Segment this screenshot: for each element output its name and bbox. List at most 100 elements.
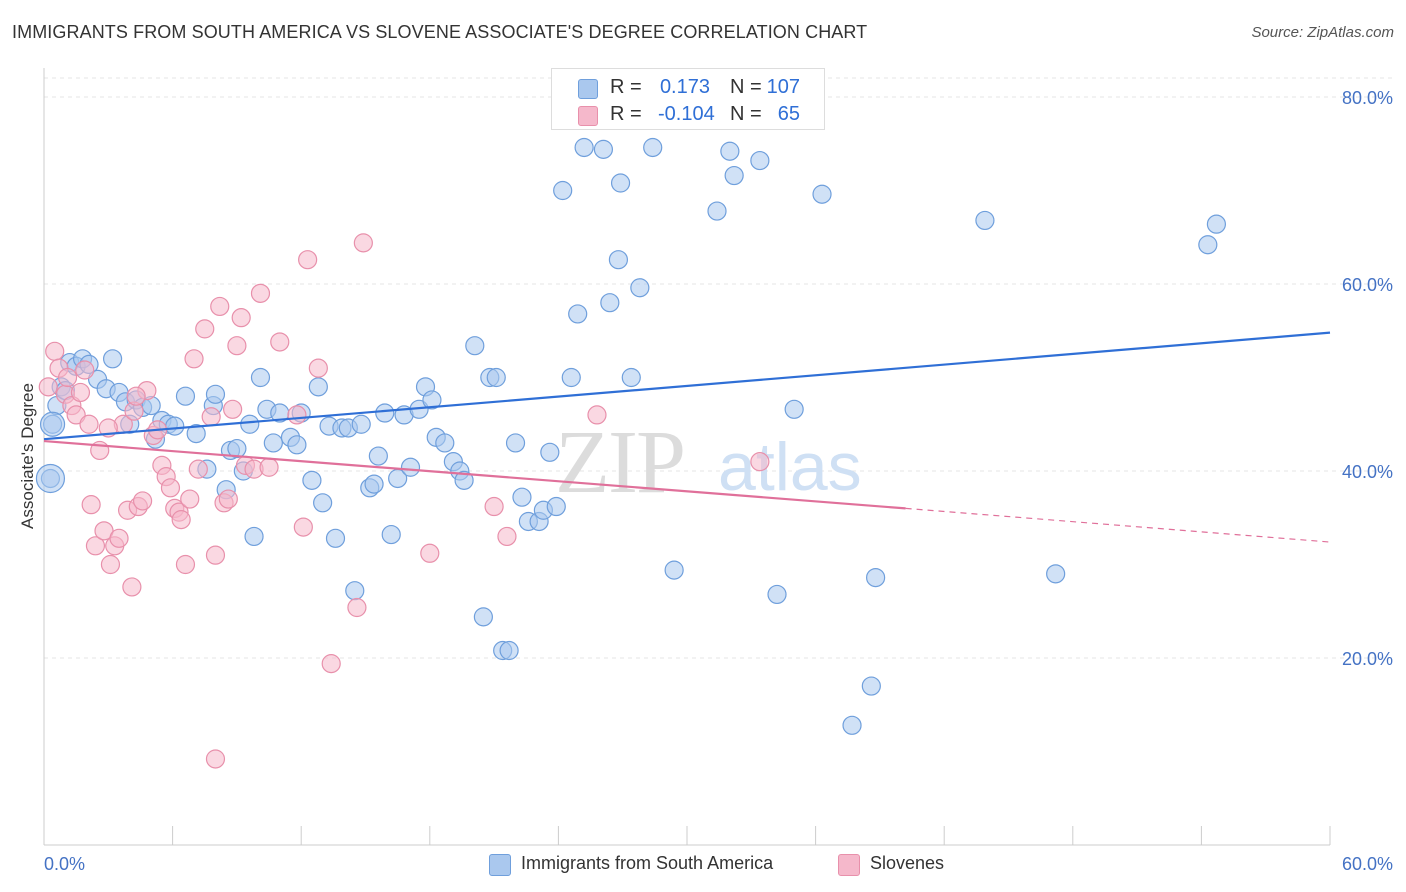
pink-data-point	[81, 495, 101, 515]
blue-data-point	[553, 180, 573, 201]
blue-data-point	[302, 470, 322, 490]
blue-data-point	[812, 184, 832, 204]
blue-data-point	[630, 278, 650, 298]
blue-data-point	[39, 411, 66, 437]
blue-data-point	[308, 377, 328, 397]
blue-data-point	[546, 496, 566, 517]
pink-data-point	[201, 407, 221, 427]
blue-data-point	[313, 493, 333, 513]
x-tick-label: 0.0%	[44, 854, 85, 874]
pink-data-point	[287, 405, 307, 425]
pink-data-point	[38, 377, 58, 397]
blue-data-point	[287, 435, 307, 455]
pink-data-point	[298, 250, 318, 270]
n-label: N =	[730, 76, 762, 98]
blue-data-point	[664, 560, 684, 580]
blue-data-point	[250, 367, 271, 388]
pink-data-point	[750, 452, 770, 472]
blue-data-point	[351, 414, 371, 434]
blue-data-point	[784, 399, 804, 419]
pink-data-point	[270, 332, 290, 352]
pink-data-point	[587, 405, 607, 425]
stats-row-blue: R = 0.173 N = 107	[552, 73, 824, 101]
blue-data-point	[364, 474, 384, 494]
pink-data-point	[79, 414, 99, 434]
pink-data-point	[218, 489, 238, 509]
blue-data-point	[186, 424, 206, 444]
blue-data-point	[842, 715, 862, 735]
blue-swatch	[489, 854, 511, 876]
blue-data-point	[593, 139, 614, 159]
blue-data-point	[750, 150, 770, 171]
blue-data-point	[35, 463, 66, 494]
blue-data-point	[724, 165, 744, 186]
blue-data-point	[643, 137, 663, 158]
pink-swatch	[578, 106, 598, 126]
pink-data-point	[180, 489, 200, 509]
watermark-zip: ZIP	[555, 413, 684, 512]
blue-data-point	[505, 433, 526, 453]
pink-data-point	[250, 283, 271, 303]
pink-data-point	[484, 496, 504, 517]
blue-swatch	[578, 79, 598, 99]
legend-label: Immigrants from South America	[521, 853, 774, 873]
r-value: -0.104	[658, 103, 715, 125]
blue-data-point	[720, 141, 740, 161]
y-tick-label: 80.0%	[1342, 88, 1393, 108]
blue-data-point	[512, 487, 532, 507]
pink-data-point	[205, 545, 226, 565]
pink-data-point	[109, 528, 129, 548]
blue-data-point	[165, 416, 185, 436]
blue-data-point	[375, 403, 395, 423]
pink-data-point	[100, 554, 121, 575]
pink-data-point	[420, 543, 440, 563]
blue-data-point	[861, 676, 881, 696]
pink-data-point	[227, 336, 247, 356]
blue-data-point	[975, 210, 995, 231]
blue-data-point	[240, 414, 260, 434]
blue-data-point	[473, 607, 493, 627]
pink-data-point	[75, 360, 95, 380]
blue-data-point	[325, 528, 346, 548]
blue-data-point	[263, 433, 283, 453]
pink-data-point	[45, 341, 65, 361]
pink-data-point	[308, 358, 328, 378]
pink-data-point	[321, 654, 341, 674]
blue-data-point	[866, 567, 886, 588]
y-tick-label: 20.0%	[1342, 649, 1393, 669]
blue-data-point	[568, 304, 588, 324]
blue-data-point	[400, 457, 421, 477]
stats-box: R = 0.173 N = 107 R = -0.104 N = 65	[551, 68, 825, 130]
pink-data-point	[497, 526, 517, 547]
chart-title: IMMIGRANTS FROM SOUTH AMERICA VS SLOVENE…	[12, 22, 868, 42]
y-axis-label: Associate's Degree	[18, 383, 37, 529]
y-tick-label: 60.0%	[1342, 275, 1393, 295]
blue-trend-line	[43, 331, 1331, 441]
pink-data-point	[66, 405, 86, 425]
pink-data-point	[85, 536, 106, 556]
blue-data-point	[1198, 235, 1218, 255]
pink-data-point	[126, 386, 146, 406]
pink-data-point	[353, 233, 373, 253]
blue-data-point	[368, 446, 388, 466]
pink-data-point	[205, 749, 226, 769]
blue-data-point	[205, 384, 226, 404]
chart-legend: Immigrants from South America Slovenes	[0, 852, 1406, 878]
x-tick-label: 60.0%	[1342, 854, 1393, 874]
blue-data-point	[381, 524, 401, 545]
stats-row-pink: R = -0.104 N = 65	[552, 100, 824, 128]
blue-data-point	[465, 336, 485, 356]
blue-data-point	[621, 367, 641, 388]
pink-trend-line	[43, 439, 906, 510]
pink-data-point	[122, 577, 142, 597]
blue-data-point	[486, 367, 506, 388]
watermark-atlas: atlas	[718, 429, 862, 505]
blue-data-point	[707, 201, 727, 221]
chart-source: Source: ZipAtlas.com	[1251, 24, 1394, 41]
r-value: 0.173	[659, 76, 710, 98]
blue-data-point	[540, 442, 560, 462]
blue-data-point	[499, 640, 519, 661]
n-label: N =	[730, 103, 762, 125]
r-label: R =	[610, 103, 642, 125]
